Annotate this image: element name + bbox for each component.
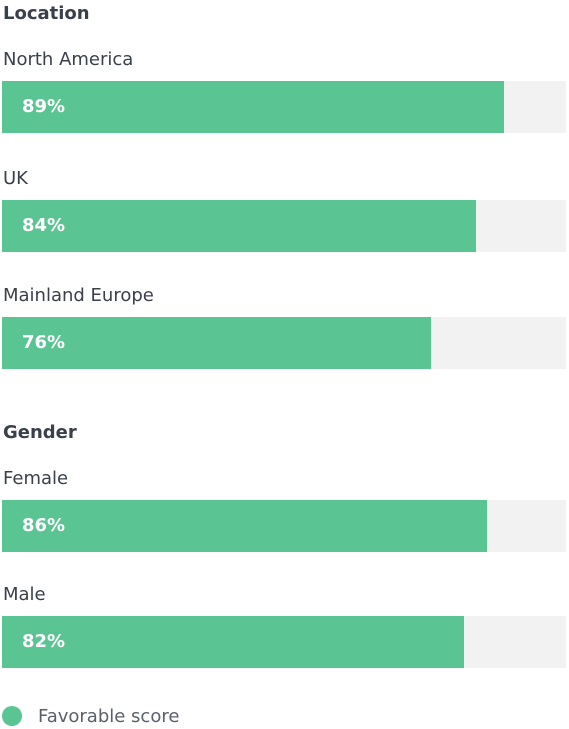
bar-north-america (2, 81, 504, 133)
bar-mainland-europe (2, 317, 431, 369)
legend-swatch-favorable (2, 706, 22, 726)
legend: Favorable score (2, 705, 179, 727)
bar-value-male: 82% (22, 631, 66, 652)
bar-uk (2, 200, 476, 252)
row-label-uk: UK (3, 168, 28, 189)
bar-track-north-america: 89% (2, 81, 566, 133)
group-title-gender: Gender (3, 422, 77, 443)
bar-track-female: 86% (2, 500, 566, 552)
legend-label-favorable: Favorable score (38, 705, 180, 727)
bar-value-uk: 84% (22, 215, 66, 236)
bar-track-uk: 84% (2, 200, 566, 252)
bar-track-mainland-europe: 76% (2, 317, 566, 369)
bar-value-female: 86% (22, 515, 66, 536)
group-title-location: Location (3, 3, 90, 24)
bar-value-north-america: 89% (22, 96, 66, 117)
bar-value-mainland-europe: 76% (22, 332, 66, 353)
row-label-mainland-europe: Mainland Europe (3, 285, 154, 306)
bar-male (2, 616, 465, 668)
row-label-north-america: North America (3, 49, 134, 70)
bar-track-male: 82% (2, 616, 566, 668)
bar-female (2, 500, 488, 552)
row-label-male: Male (3, 584, 46, 605)
row-label-female: Female (3, 468, 69, 489)
